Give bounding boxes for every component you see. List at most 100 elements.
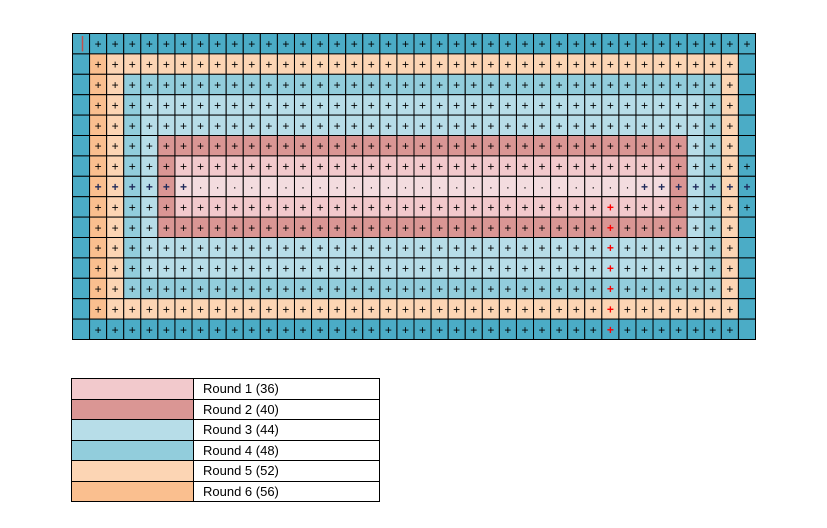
stitch-plus-mark: + [214,78,221,92]
stitch-plus-mark: + [334,323,341,337]
stitch-plus-mark: + [163,160,170,174]
stitch-plus-mark: + [692,160,699,174]
stitch-dot-mark: · [403,180,407,194]
stitch-plus-mark: + [402,119,409,133]
stitch-dot-mark: · [421,180,425,194]
stitch-plus-mark: + [504,160,511,174]
stitch-plus-mark: + [146,180,153,194]
stitch-plus-mark: + [504,302,511,316]
stitch-plus-mark: + [129,58,136,72]
stitch-plus-mark: + [282,58,289,72]
stitch-plus-mark: + [556,139,563,153]
grid-cell [72,94,91,116]
stitch-plus-mark: + [95,160,102,174]
stitch-plus-mark: + [692,119,699,133]
grid-cell [72,135,91,157]
stitch-plus-mark: + [521,58,528,72]
stitch-plus-mark: + [624,241,631,255]
stitch-plus-mark: + [180,282,187,296]
stitch-plus-mark: + [709,37,716,51]
stitch-dot-mark: · [335,180,339,194]
stitch-plus-mark: + [590,221,597,235]
stitch-plus-mark: + [248,241,255,255]
stitch-plus-mark: + [726,37,733,51]
stitch-plus-mark: + [402,221,409,235]
stitch-plus-mark: + [436,302,443,316]
stitch-plus-mark: + [573,139,580,153]
stitch-plus-mark: + [214,139,221,153]
stitch-plus-mark: + [607,262,614,276]
stitch-plus-mark: + [351,58,358,72]
stitch-dot-mark: · [386,180,390,194]
stitch-plus-mark: + [504,119,511,133]
stitch-plus-mark: + [539,78,546,92]
grid-cell [72,155,91,177]
stitch-plus-mark: + [470,323,477,337]
stitch-plus-mark: + [385,58,392,72]
stitch-plus-mark: + [641,323,648,337]
stitch-plus-mark: + [265,139,272,153]
stitch-plus-mark: + [487,323,494,337]
stitch-plus-mark: + [556,241,563,255]
stitch-plus-mark: + [248,323,255,337]
stitch-plus-mark: + [300,262,307,276]
stitch-plus-mark: + [453,58,460,72]
stitch-plus-mark: + [419,37,426,51]
grid-cell [737,73,756,96]
stitch-plus-mark: + [453,98,460,112]
stitch-dot-mark: · [369,180,373,194]
stitch-plus-mark: + [504,37,511,51]
stitch-plus-mark: + [265,323,272,337]
stitch-plus-mark: + [556,262,563,276]
grid-cell [737,94,756,116]
stitch-plus-mark: + [504,221,511,235]
stitch-plus-mark: + [436,262,443,276]
grid-cell [72,175,91,198]
stitch-plus-mark: + [214,98,221,112]
legend-row-round-3: Round 3 (44) [71,419,380,441]
stitch-plus-mark: + [95,37,102,51]
stitch-plus-mark: + [539,262,546,276]
stitch-plus-mark: + [607,119,614,133]
stitch-plus-mark: + [419,58,426,72]
stitch-plus-mark: + [573,98,580,112]
stitch-plus-mark: + [231,262,238,276]
stitch-plus-mark: + [436,282,443,296]
stitch-plus-mark: + [470,37,477,51]
stitch-plus-mark: + [95,302,102,316]
stitch-plus-mark: + [385,282,392,296]
stitch-plus-mark: + [692,139,699,153]
stitch-plus-mark: + [334,37,341,51]
stitch-plus-mark: + [214,200,221,214]
stitch-plus-mark: + [658,58,665,72]
stitch-plus-mark: + [317,139,324,153]
stitch-plus-mark: + [573,160,580,174]
stitch-plus-mark: + [539,221,546,235]
stitch-plus-mark: + [709,180,716,194]
stitch-dot-mark: · [608,180,612,194]
stitch-plus-mark: + [675,37,682,51]
stitch-dot-mark: · [267,180,271,194]
stitch-plus-mark: + [692,282,699,296]
stitch-plus-mark: + [487,302,494,316]
stitch-plus-mark: + [197,200,204,214]
stitch-plus-mark: + [231,282,238,296]
stitch-plus-mark: + [590,58,597,72]
grid-cell [72,33,91,55]
stitch-plus-mark: + [300,302,307,316]
stitch-plus-mark: + [624,119,631,133]
stitch-plus-mark: + [351,282,358,296]
legend-swatch-round-5 [71,460,194,482]
grid-cell [72,237,91,259]
stitch-plus-mark: + [539,302,546,316]
stitch-plus-mark: + [334,58,341,72]
stitch-plus-mark: + [692,180,699,194]
stitch-plus-mark: + [163,323,170,337]
stitch-plus-mark: + [521,241,528,255]
stitch-plus-mark: + [539,323,546,337]
stitch-plus-mark: + [163,119,170,133]
stitch-plus-mark: + [436,98,443,112]
stitch-plus-mark: + [146,282,153,296]
stitch-plus-mark: + [214,323,221,337]
stitch-plus-mark: + [146,241,153,255]
